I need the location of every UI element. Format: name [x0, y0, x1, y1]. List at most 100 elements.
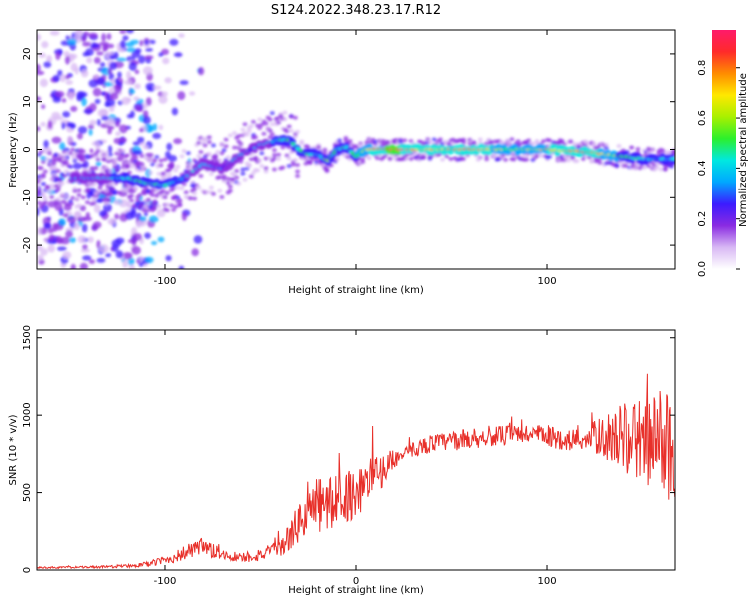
spectrogram-blob — [125, 211, 134, 220]
spectrogram-halo — [68, 151, 74, 156]
spectrogram-halo — [124, 163, 130, 168]
spectrogram-halo — [211, 143, 217, 148]
spectrogram-blob — [57, 69, 63, 77]
spectrogram-blob — [75, 30, 83, 35]
spectrogram-halo — [574, 158, 580, 163]
spectrogram-blob — [116, 155, 124, 162]
spectrogram-halo — [147, 204, 153, 209]
spectrogram-halo — [629, 145, 635, 150]
spectrogram-halo — [99, 149, 105, 154]
spectrogram-halo — [248, 124, 254, 129]
snr-panel: -100 0 100 0 500 1000 1500 Height of straight… — [8, 325, 676, 596]
spectrogram-blob — [37, 244, 43, 251]
colorbar-ticks: 0.0 0.2 0.4 0.6 0.8 — [697, 60, 740, 277]
spectrogram-halo — [511, 157, 517, 162]
spectrogram-halo — [229, 177, 235, 182]
spectrogram-halo — [97, 197, 103, 202]
spectrogram-blob — [77, 216, 87, 222]
spectrogram-halo — [208, 171, 214, 176]
spectrogram-x-ticks: -100 100 — [154, 30, 557, 287]
spectrogram-halo — [240, 167, 246, 172]
spectrogram-halo — [446, 141, 452, 146]
spectrogram-blob — [96, 240, 101, 249]
spectrogram-halo — [597, 160, 603, 165]
spectrogram-blob — [93, 204, 101, 213]
spectrogram-halo — [236, 181, 242, 186]
spectrogram-blob — [69, 53, 78, 60]
spectrogram-halo — [164, 208, 170, 213]
spectrogram-blob — [148, 215, 159, 223]
spectrogram-blob — [101, 33, 106, 42]
colorbar-gradient — [712, 30, 736, 269]
snr-x-tick-label: 0 — [353, 576, 359, 587]
spectrogram-blob — [179, 80, 189, 86]
spectrogram-halo — [38, 166, 44, 171]
spectrogram-blob — [134, 83, 141, 90]
spectrogram-halo — [347, 139, 353, 144]
spectrogram-halo — [158, 158, 164, 163]
spectrogram-halo — [559, 139, 565, 144]
spectrogram-blob — [73, 222, 80, 231]
spectrogram-halo — [47, 151, 53, 156]
spectrogram-blob — [107, 145, 113, 154]
spectrogram-halo — [248, 174, 254, 179]
spectrogram-halo — [398, 139, 404, 144]
spectrogram-blob — [158, 52, 164, 57]
spectrogram-blob — [74, 66, 79, 75]
spectrogram-halo — [240, 171, 246, 176]
spectrogram-blob — [101, 91, 106, 96]
spectrogram-blob — [91, 141, 101, 147]
spectrogram-blob — [142, 144, 149, 150]
spectrogram-halo — [158, 163, 164, 168]
spectrogram-blob — [171, 107, 179, 116]
spectrogram-blob — [177, 91, 186, 101]
spectrogram-halo — [242, 122, 248, 127]
spectrogram-blob — [131, 246, 141, 255]
spectrogram-blob — [114, 84, 122, 94]
spectrogram-halo — [225, 180, 231, 185]
spectrogram-halo — [225, 176, 231, 181]
spectrogram-halo — [183, 190, 189, 195]
colorbar-tick-label: 0.2 — [697, 211, 708, 227]
spectrogram-halo — [135, 198, 141, 203]
spectrogram-halo — [38, 204, 44, 209]
spectrogram-halo — [105, 197, 111, 202]
spectrogram-halo — [658, 167, 664, 172]
spectrogram-blob — [101, 115, 109, 121]
spectrogram-blob — [65, 230, 73, 238]
spectrogram-halo — [114, 200, 120, 205]
spectrogram-halo — [49, 177, 55, 182]
spectrogram-halo — [587, 155, 593, 160]
spectrogram-x-tick-label: 100 — [537, 276, 556, 287]
spectrogram-halo — [246, 128, 252, 133]
spectrogram-halo — [198, 174, 204, 179]
spectrogram-halo — [143, 156, 149, 161]
spectrogram-blob — [37, 207, 40, 217]
spectrogram-blob — [92, 87, 102, 97]
colorbar-tick-label: 0.8 — [697, 60, 708, 76]
spectrogram-halo — [292, 157, 298, 162]
spectrogram-halo — [547, 138, 553, 143]
spectrogram-y-label: Frequency (Hz) — [8, 112, 19, 188]
spectrogram-blob — [143, 212, 148, 217]
spectrogram-halo — [110, 186, 116, 191]
spectrogram-halo — [534, 139, 540, 144]
spectrogram-blob — [47, 244, 56, 253]
spectrogram-halo — [381, 139, 387, 144]
spectrogram-halo — [47, 189, 53, 194]
snr-y-tick-label: 500 — [22, 483, 33, 502]
spectrogram-blob — [122, 35, 129, 41]
spectrogram-blob — [139, 39, 144, 47]
spectrogram-halo — [141, 190, 147, 195]
spectrogram-halo — [108, 152, 114, 157]
spectrogram-halo — [524, 154, 530, 159]
spectrogram-halo — [101, 157, 107, 162]
spectrogram-blob — [79, 262, 88, 269]
spectrogram-halo — [105, 159, 111, 164]
spectrogram-halo — [534, 154, 540, 159]
spectrogram-blob — [105, 253, 112, 258]
spectrogram-blob — [43, 61, 52, 68]
spectrogram-blob — [47, 120, 53, 129]
